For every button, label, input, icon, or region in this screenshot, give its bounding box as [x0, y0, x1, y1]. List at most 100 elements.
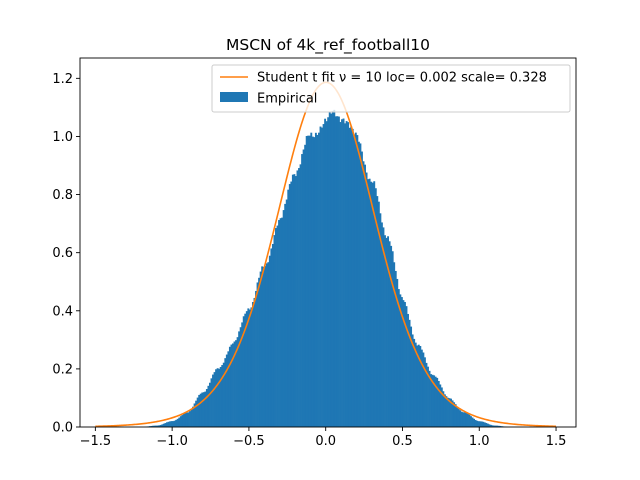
histogram-bar [285, 199, 288, 427]
histogram-bar [216, 368, 219, 427]
histogram-bar [165, 422, 168, 427]
histogram-bar [436, 377, 439, 427]
histogram-bar [468, 414, 471, 427]
histogram-bar [185, 412, 188, 427]
histogram-bar [486, 423, 489, 427]
histogram-bar [162, 423, 165, 427]
histogram-bar [348, 127, 351, 427]
histogram-bar [356, 135, 359, 427]
histogram-bar [448, 398, 451, 427]
histogram-bar [202, 392, 205, 427]
histogram-bars [144, 109, 508, 428]
histogram-bar [314, 132, 317, 427]
histogram-bar [204, 391, 207, 427]
histogram-bar [493, 425, 495, 427]
histogram-bar [385, 237, 388, 427]
histogram-bar [399, 294, 402, 427]
histogram-bar [379, 213, 382, 427]
histogram-bar [404, 302, 406, 427]
histogram-bar [156, 425, 159, 427]
histogram-bar [373, 181, 376, 427]
histogram-bar [350, 126, 353, 427]
histogram-bar [423, 357, 426, 427]
histogram-bar [298, 168, 300, 427]
histogram-bar [411, 334, 414, 427]
histogram-bar [233, 341, 236, 427]
histogram-bar [460, 411, 463, 427]
histogram-bar [182, 413, 185, 427]
histogram-bar [222, 362, 225, 427]
histogram-bar [262, 266, 265, 427]
histogram-bar [443, 394, 446, 427]
histogram-bar [287, 189, 290, 427]
histogram-bar [308, 135, 311, 427]
histogram-bar [334, 116, 337, 427]
histogram-bar [377, 201, 380, 427]
histogram-bar [207, 385, 210, 427]
histogram-bar [319, 126, 322, 427]
histogram-bar [238, 331, 241, 427]
histogram-bar [466, 413, 469, 427]
histogram-bar [337, 116, 340, 427]
histogram-bar [187, 412, 190, 427]
histogram-bar [447, 397, 449, 427]
histogram-bar [479, 421, 482, 427]
histogram-bar [232, 343, 234, 427]
histogram-bar [170, 421, 173, 427]
axes-frame [79, 57, 577, 428]
histogram-bar [485, 422, 488, 427]
histogram-bar [281, 217, 284, 427]
histogram-bar [250, 307, 253, 427]
histogram-bar [189, 411, 191, 427]
histogram-bar [370, 181, 373, 427]
histogram-bar [456, 406, 459, 427]
x-tick-label: −0.5 [233, 434, 265, 449]
histogram-bar [342, 118, 345, 427]
histogram-bar [230, 344, 233, 427]
histogram-bar [333, 109, 336, 428]
histogram-bar [361, 151, 363, 428]
histogram-bar [195, 400, 198, 427]
y-tick-label: 1.0 [52, 130, 73, 145]
histogram-bar [420, 349, 423, 427]
histogram-bar [245, 311, 248, 427]
histogram-bar [278, 220, 280, 427]
histogram-bar [402, 300, 405, 427]
histogram-bar [264, 265, 267, 427]
histogram-bar [291, 174, 294, 427]
histogram-bar [328, 111, 331, 427]
chart-title: MSCN of 4k_ref_football10 [226, 36, 430, 55]
histogram-bar [371, 182, 374, 427]
histogram-bar [344, 123, 347, 427]
histogram-bar [400, 297, 403, 427]
histogram-bar [433, 375, 436, 427]
histogram-bar [496, 425, 499, 427]
histogram-bar [215, 369, 218, 427]
histogram-bar [159, 424, 162, 427]
y-tick-label: 0.4 [52, 304, 73, 319]
histogram-bar [462, 412, 465, 427]
histogram-bar [267, 262, 270, 427]
histogram-bar [301, 154, 304, 428]
histogram-bar [390, 245, 393, 427]
histogram-bar [414, 342, 417, 427]
histogram-bar [494, 425, 497, 427]
histogram-bar [158, 425, 161, 427]
histogram-bar [221, 365, 224, 427]
histogram-bar [256, 282, 259, 427]
histogram-bar [275, 228, 277, 427]
histogram-bar [199, 393, 202, 427]
histogram-bar [488, 424, 491, 427]
histogram-bar [442, 391, 445, 427]
histogram-bar [172, 421, 175, 427]
histogram-bar [304, 144, 307, 428]
histogram-bar [490, 424, 492, 427]
histogram-bar [408, 319, 411, 427]
y-tick-label: 1.2 [52, 72, 73, 87]
histogram-bar [380, 222, 383, 427]
histogram-bar [322, 124, 325, 427]
histogram-bar [225, 354, 228, 427]
histogram-bar [190, 409, 193, 427]
x-tick-label: 0.0 [315, 434, 336, 449]
